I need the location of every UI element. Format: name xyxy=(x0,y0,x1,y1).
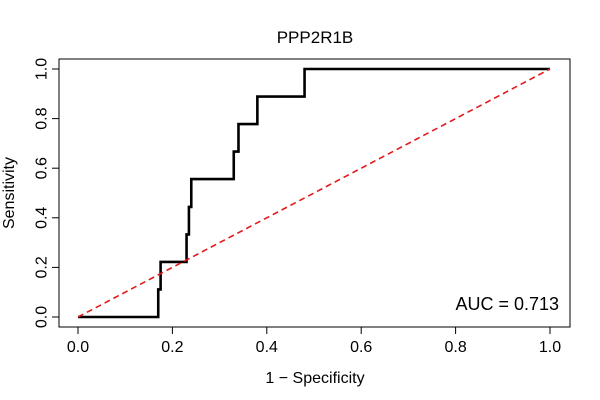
y-tick-label: 0.8 xyxy=(34,107,51,129)
x-tick-label: 0.6 xyxy=(350,339,372,356)
x-tick-label: 0.4 xyxy=(256,339,278,356)
y-tick-label: 0.6 xyxy=(34,157,51,179)
x-tick-label: 0.2 xyxy=(161,339,183,356)
y-tick-label: 0.2 xyxy=(34,256,51,278)
reference-diagonal-line xyxy=(77,68,551,318)
y-axis-title: Sensitivity xyxy=(1,157,18,229)
y-tick-label: 0.0 xyxy=(34,306,51,328)
y-tick-label: 1.0 xyxy=(34,58,51,80)
roc-curve-line xyxy=(78,67,550,319)
chart-title: PPP2R1B xyxy=(277,28,354,47)
auc-annotation: AUC = 0.713 xyxy=(455,294,559,314)
y-axis: 0.0 0.2 0.4 0.6 0.8 1.0 xyxy=(34,58,60,328)
x-axis: 0.0 0.2 0.4 0.6 0.8 1.0 xyxy=(67,326,561,356)
series-layer xyxy=(77,67,551,319)
x-axis-title: 1 − Specificity xyxy=(265,370,364,387)
x-tick-label: 0.0 xyxy=(67,339,89,356)
x-tick-label: 1.0 xyxy=(539,339,561,356)
x-tick-label: 0.8 xyxy=(444,339,466,356)
y-tick-label: 0.4 xyxy=(34,207,51,229)
